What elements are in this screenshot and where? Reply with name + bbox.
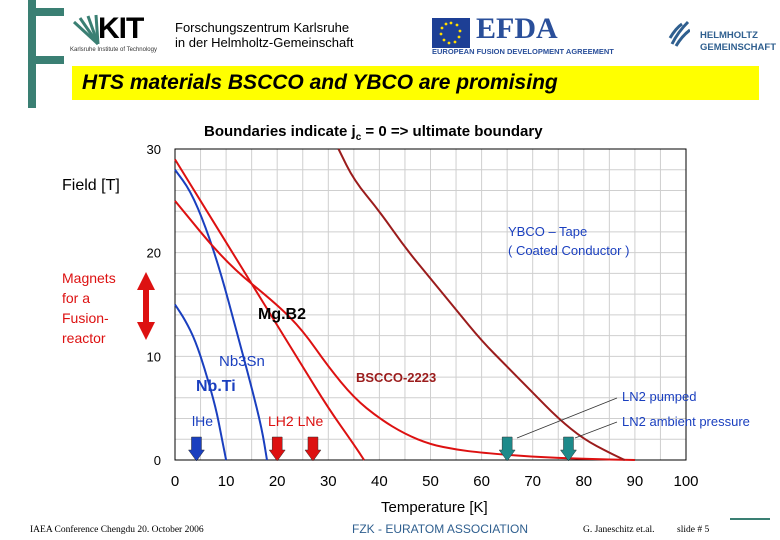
operating-point-arrow-ln2-ambient-pressure	[559, 436, 577, 462]
operating-point-arrow-he	[187, 436, 205, 462]
helmholtz-logo: HELMHOLTZ GEMEINSCHAFT	[668, 16, 780, 56]
operating-point-arrow-lne	[304, 436, 322, 462]
operating-point-arrow-lh2	[268, 436, 286, 462]
y-tick-label: 0	[154, 453, 161, 468]
annotation-he: lHe	[192, 413, 213, 429]
magnets-range-arrow-icon	[137, 272, 155, 340]
magnets-label-line-2: for a	[62, 290, 90, 306]
x-tick-label: 10	[218, 473, 235, 490]
annotation-lh2-lne: LH2 LNe	[268, 413, 323, 429]
slide-title-bar: HTS materials BSCCO and YBCO are promisi…	[72, 66, 759, 100]
kit-logo-subtitle: Karlsruhe Institute of Technology	[70, 47, 157, 53]
chart-markers	[187, 436, 577, 462]
x-tick-label: 90	[627, 473, 644, 490]
chart-grid	[175, 149, 686, 460]
annotation-nbti: Nb.Ti	[196, 378, 236, 395]
chart-subtitle-text: Boundaries indicate jc = 0 => ultimate b…	[204, 123, 543, 143]
footer-author: G. Janeschitz et.al.	[583, 525, 655, 535]
efda-logo-subtitle: EUROPEAN FUSION DEVELOPMENT AGREEMENT	[432, 47, 614, 56]
x-tick-label: 30	[320, 473, 337, 490]
efda-logo-text: EFDA	[476, 12, 558, 45]
x-axis-label: Temperature [K]	[381, 499, 488, 516]
chart-series	[174, 148, 635, 461]
x-tick-label: 80	[575, 473, 592, 490]
kit-logo-text: KIT	[98, 12, 144, 45]
series-line-mg-b2	[174, 158, 365, 461]
magnets-label-line-4: reactor	[62, 330, 106, 346]
footer-conference: IAEA Conference Chengdu 20. October 2006	[30, 525, 204, 535]
helmholtz-mark-icon	[668, 20, 690, 47]
eu-flag-icon	[432, 18, 470, 48]
institution-line-1: Forschungszentrum Karlsruhe	[175, 20, 350, 35]
x-tick-label: 50	[422, 473, 439, 490]
operating-point-arrow-ln2-pumped	[498, 436, 516, 462]
chart-ticks: 0 10 20 30 40 50 60 70 80 90 100 0 10 20 30	[147, 142, 699, 490]
y-tick-label: 10	[147, 349, 161, 364]
footer-slide-number: slide # 5	[677, 525, 710, 535]
annotation-ln2-pumped: LN2 pumped	[622, 389, 696, 404]
x-tick-label: 20	[269, 473, 286, 490]
annotation-ybco-line-1: YBCO – Tape	[508, 224, 587, 239]
chart-subtitle: Boundaries indicate jc = 0 => ultimate b…	[204, 123, 543, 143]
x-tick-label: 40	[371, 473, 388, 490]
y-axis-label: Field [T]	[62, 177, 120, 194]
y-tick-label: 20	[147, 246, 161, 261]
helmholtz-line-2: GEMEINSCHAFT	[700, 42, 776, 53]
kit-logo: KIT Karlsruhe Institute of Technology	[70, 12, 162, 56]
y-tick-label: 30	[147, 142, 161, 157]
series-line-nb-ti	[174, 303, 228, 461]
callout-ln2-ambient	[574, 421, 618, 439]
x-tick-label: 100	[673, 473, 698, 490]
x-tick-label: 0	[171, 473, 179, 490]
annotation-ln2-ambient: LN2 ambient pressure	[622, 414, 750, 429]
corner-bar-vertical-1	[28, 0, 36, 108]
efda-logo: EFDA EUROPEAN FUSION DEVELOPMENT AGREEME…	[432, 12, 654, 56]
annotation-bscco: BSCCO-2223	[356, 370, 436, 385]
series-line-nb3sn	[174, 169, 268, 461]
helmholtz-line-1: HELMHOLTZ	[700, 30, 758, 41]
kit-mark-icon	[72, 14, 100, 46]
institution-line-2: in der Helmholtz-Gemeinschaft	[175, 35, 354, 50]
annotation-mgb2: Mg.B2	[258, 306, 306, 323]
footer-association: FZK - EURATOM ASSOCIATION	[352, 522, 529, 536]
corner-bar-horizontal-1	[28, 8, 64, 16]
annotation-nb3sn: Nb3Sn	[219, 353, 265, 370]
annotation-ybco-line-2: ( Coated Conductor )	[508, 243, 629, 258]
series-line-ybco-tape-coated-conductor	[337, 148, 626, 461]
footer-accent-line	[730, 518, 770, 520]
corner-bar-horizontal-2	[28, 56, 64, 64]
institution-name: Forschungszentrum Karlsruhe in der Helmh…	[175, 20, 353, 50]
x-tick-label: 70	[524, 473, 541, 490]
slide-title: HTS materials BSCCO and YBCO are promisi…	[82, 71, 558, 94]
x-tick-label: 60	[473, 473, 490, 490]
callout-ln2-pumped	[516, 397, 618, 439]
magnets-label-line-1: Magnets	[62, 270, 116, 286]
magnets-label-line-3: Fusion-	[62, 310, 109, 326]
